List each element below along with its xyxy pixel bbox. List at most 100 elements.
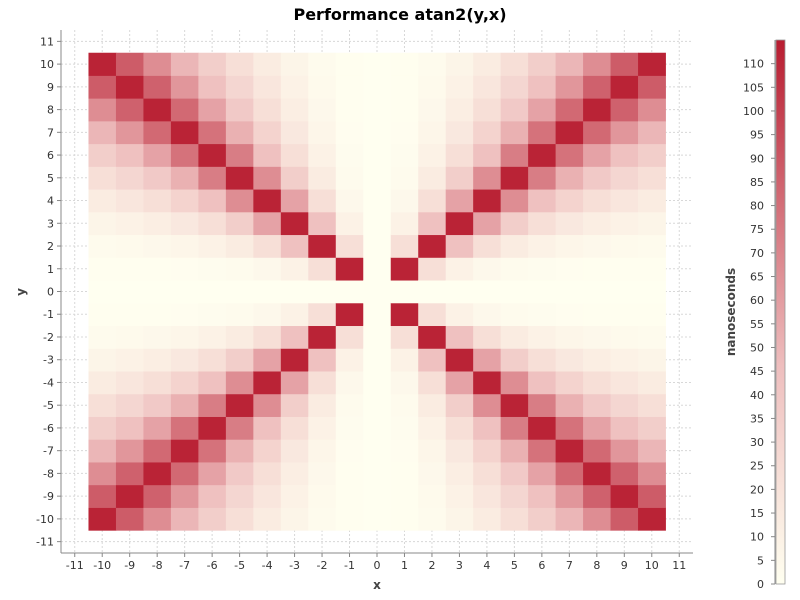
heatmap-cell [198, 393, 227, 417]
heatmap-cell [638, 462, 666, 486]
heatmap-cell [335, 507, 364, 531]
heatmap-cell [88, 75, 117, 99]
heatmap-cell [143, 280, 172, 304]
heatmap-cell [528, 484, 557, 508]
heatmap-cell [445, 52, 474, 76]
heatmap-cell [88, 143, 117, 167]
colorbar-tick-label: 70 [750, 247, 764, 260]
colorbar: 0 5 10 15 20 25 30 35 40 45 50 55 60 65 70 75 80 85 90 95 10… [743, 39, 786, 591]
heatmap-cell [198, 507, 227, 531]
heatmap-cell [555, 257, 584, 281]
heatmap-cell [418, 234, 447, 258]
x-tick-label: 0 [374, 559, 381, 572]
colorbar-tick-label: 105 [743, 81, 764, 94]
heatmap-cell [528, 439, 557, 463]
heatmap-cell [583, 280, 611, 304]
heatmap-cell [390, 75, 419, 99]
colorbar-tick-label: 0 [757, 578, 764, 591]
heatmap-cell [280, 280, 309, 304]
heatmap-cell [418, 416, 447, 440]
heatmap-cell [390, 166, 419, 190]
heatmap-cell [308, 120, 337, 145]
heatmap-cell [638, 211, 666, 236]
heatmap-cell [170, 98, 199, 122]
heatmap-cell [170, 166, 199, 190]
heatmap-cell [225, 416, 254, 440]
heatmap-cell [308, 507, 337, 531]
heatmap-cell [225, 98, 254, 122]
colorbar-gradient [775, 39, 786, 585]
x-tick-label: -5 [234, 559, 245, 572]
heatmap-cell [335, 120, 364, 145]
heatmap-cell [363, 280, 392, 304]
heatmap-cell [638, 257, 666, 281]
heatmap-cell [390, 120, 419, 145]
heatmap-cell [583, 302, 611, 327]
heatmap-cell [473, 416, 502, 440]
heatmap-cell [390, 234, 419, 258]
heatmap-cell [308, 52, 337, 76]
heatmap-cell [198, 439, 227, 463]
heatmap-cell [473, 348, 502, 372]
heatmap-cell [363, 325, 392, 349]
colorbar-tick-label: 55 [750, 318, 764, 331]
heatmap-cell [610, 507, 639, 531]
heatmap-cell [280, 302, 309, 327]
heatmap-cell [143, 484, 172, 508]
y-tick-label: -1 [43, 308, 54, 321]
heatmap-cell [143, 211, 172, 236]
heatmap-cell [225, 439, 254, 463]
heatmap-cell [473, 371, 502, 395]
heatmap-cell [445, 484, 474, 508]
heatmap-cell [445, 507, 474, 531]
heatmap-cell [225, 52, 254, 76]
heatmap-cell [528, 325, 557, 349]
heatmap-cell [143, 189, 172, 213]
heatmap-cell [88, 325, 117, 349]
heatmap-cell [445, 325, 474, 349]
heatmap-cell [555, 280, 584, 304]
heatmap-cell [280, 462, 309, 486]
heatmap-cell [583, 234, 611, 258]
heatmap-cell [335, 371, 364, 395]
heatmap-cell [528, 507, 557, 531]
heatmap-cell [583, 98, 611, 122]
heatmap-cell [198, 52, 227, 76]
heatmap-cell [88, 189, 117, 213]
heatmap-cell [610, 462, 639, 486]
heatmap-cell [500, 189, 529, 213]
y-tick-label: -8 [43, 467, 54, 480]
heatmap-cell [500, 234, 529, 258]
heatmap-cell [170, 462, 199, 486]
heatmap-cell [363, 52, 392, 76]
heatmap-cell [418, 325, 447, 349]
heatmap-cell [198, 189, 227, 213]
heatmap-cell [555, 371, 584, 395]
heatmap-cell [253, 507, 282, 531]
heatmap-cell [555, 348, 584, 372]
colorbar-tick-label: 25 [750, 460, 764, 473]
heatmap-cell [308, 234, 337, 258]
heatmap-cell [170, 507, 199, 531]
heatmap-cells [88, 52, 666, 531]
heatmap-cell [638, 302, 666, 327]
heatmap-cell [638, 166, 666, 190]
heatmap-cell [418, 143, 447, 167]
heatmap-cell [555, 98, 584, 122]
heatmap-cell [473, 439, 502, 463]
heatmap-cell [555, 211, 584, 236]
heatmap-cell [143, 325, 172, 349]
heatmap-cell [555, 166, 584, 190]
heatmap-cell [280, 348, 309, 372]
heatmap-cell [500, 75, 529, 99]
heatmap-cell [500, 120, 529, 145]
heatmap-cell [335, 257, 364, 281]
heatmap-cell [88, 120, 117, 145]
heatmap-cell [445, 120, 474, 145]
heatmap-cell [473, 325, 502, 349]
heatmap-cell [198, 416, 227, 440]
heatmap-cell [198, 234, 227, 258]
heatmap-cell [335, 75, 364, 99]
heatmap-cell [528, 371, 557, 395]
x-tick-label: -7 [179, 559, 190, 572]
